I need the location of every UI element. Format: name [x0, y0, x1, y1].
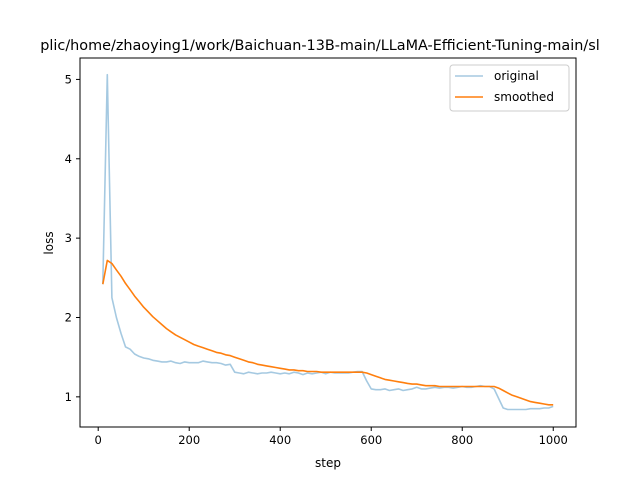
y-tick-label: 3 [65, 231, 72, 245]
x-tick-label: 400 [269, 433, 291, 447]
y-tick-label: 5 [65, 72, 72, 86]
legend-label-original: original [494, 69, 539, 83]
legend-label-smoothed: smoothed [494, 90, 554, 104]
x-tick-label: 1000 [539, 433, 568, 447]
y-axis-label: loss [42, 231, 56, 254]
legend: original smoothed [449, 64, 570, 112]
axes-frame [79, 57, 577, 428]
series-line-smoothed [102, 259, 554, 406]
y-tick-label: 1 [65, 390, 72, 404]
series-line-original [102, 73, 554, 411]
x-tick-label: 200 [178, 433, 200, 447]
x-tick-label: 600 [360, 433, 382, 447]
y-tick-label: 4 [65, 152, 72, 166]
x-tick-label: 0 [95, 433, 102, 447]
y-tick-label: 2 [65, 310, 72, 324]
x-axis-label: step [315, 456, 341, 470]
legend-box [449, 64, 570, 112]
x-tick-label: 800 [451, 433, 473, 447]
chart-title: plic/home/zhaoying1/work/Baichuan-13B-ma… [40, 38, 599, 54]
